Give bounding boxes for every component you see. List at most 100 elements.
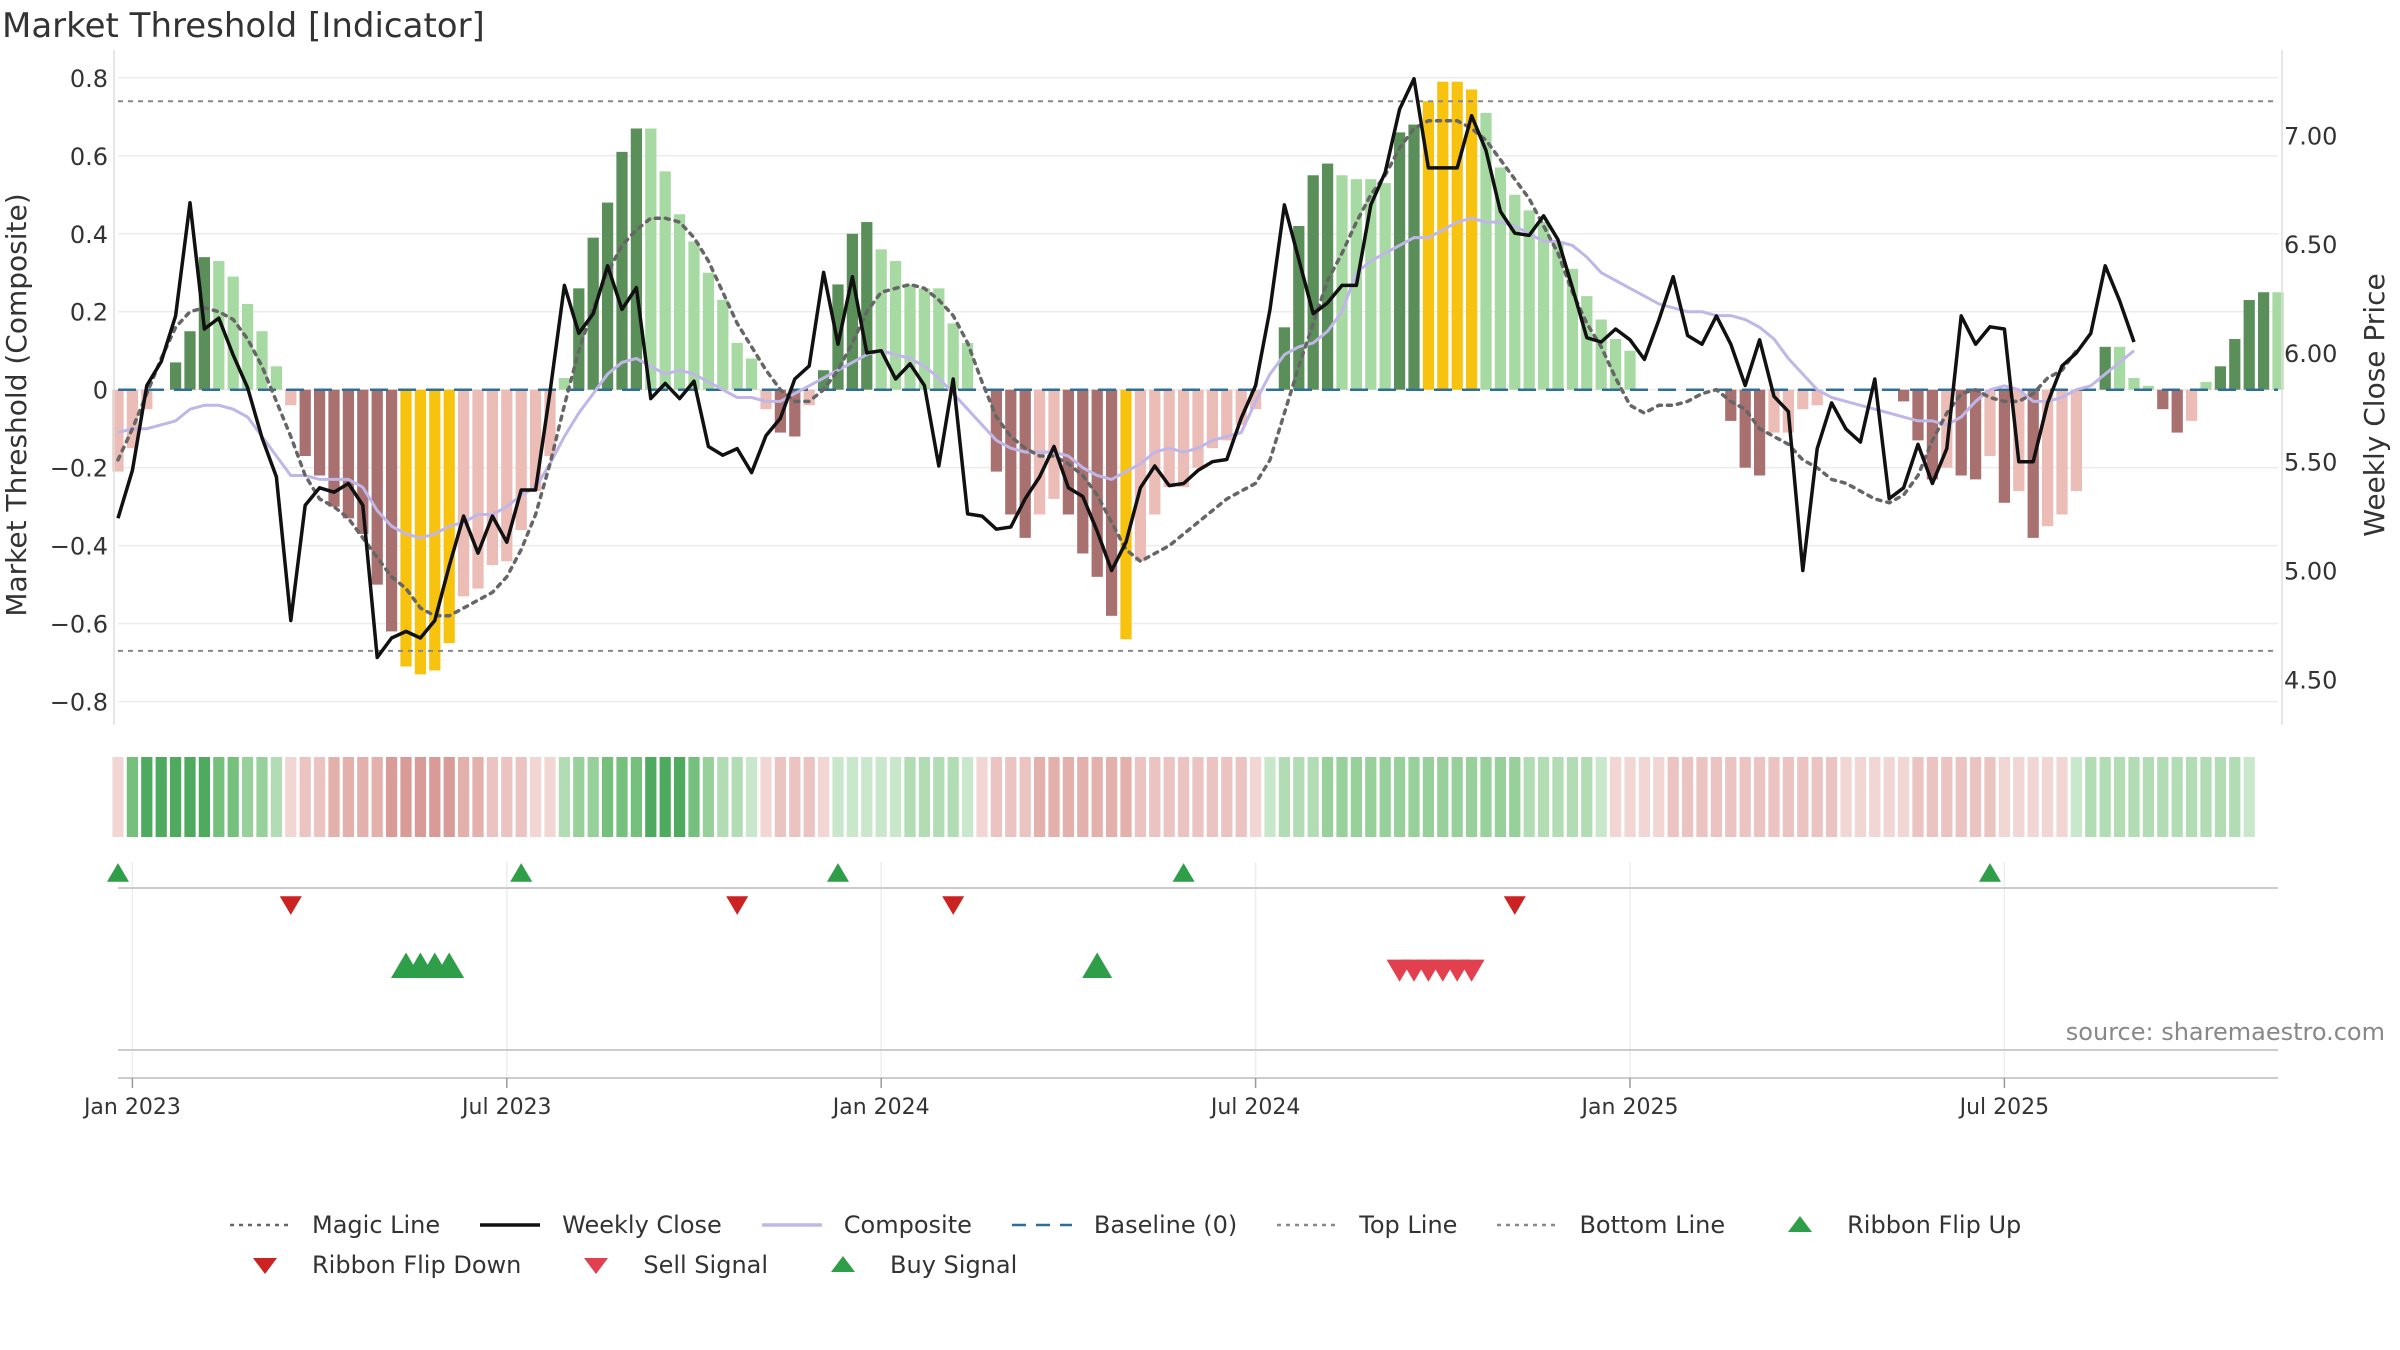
composite-bar [659,171,671,390]
ribbon-cell [1609,757,1622,837]
composite-bar [515,389,527,531]
composite-bar [990,389,1003,472]
ribbon-flip-up-marker [1172,863,1195,882]
legend-label: Weekly Close [562,1211,722,1239]
legend-swatch [230,1223,290,1227]
ribbon-cell [1321,757,1334,837]
ribbon-flip-up-marker [510,863,533,882]
ribbon-cell [1350,757,1363,837]
composite-bar [645,128,657,390]
legend-swatch [1011,1223,1072,1227]
composite-bar [169,362,182,390]
composite-bar [544,389,556,456]
ribbon-cell [961,757,974,837]
lines-layer [116,76,2278,660]
ribbon-cell [1581,757,1593,837]
ribbon-cell [616,757,628,837]
composite-bar [1451,81,1463,390]
composite-bar [630,128,643,390]
composite-bar [1537,222,1550,390]
ribbon-cell [745,757,758,837]
composite-bar [961,342,974,390]
legend-swatch-mark [253,1258,277,1274]
ribbon-cell [241,757,254,837]
composite-bar [717,300,729,390]
composite-bar [2200,381,2212,390]
ribbon-cell [774,757,787,837]
ribbon-cell [544,757,556,837]
legend-label: Top Line [1359,1211,1458,1239]
ribbon-cell [1869,757,1881,837]
ribbon-cell [1077,757,1089,837]
signal-markers [107,863,2001,982]
ribbon-cell [2041,757,2054,837]
composite-bar [1912,389,1924,441]
composite-bar [731,342,743,390]
ribbon-cell [1797,757,1809,837]
composite-bar [1019,389,1031,538]
composite-bar [486,389,499,566]
legend-label: Buy Signal [890,1251,1018,1279]
composite-bar [371,389,383,585]
ribbon-flip-up-marker [827,863,849,882]
legend-item: Baseline (0) [1011,1211,1237,1239]
composite-bar [342,389,355,519]
legend-item: Magic Line [230,1211,440,1239]
ribbon-cell [1192,757,1204,837]
composite-bar [2185,389,2198,421]
ribbon-cell [1537,757,1550,837]
ribbon-cell [2027,757,2039,837]
ribbon-cell [1105,757,1118,837]
ribbon-cell [1019,757,1031,837]
composite-bar [2027,389,2039,538]
composite-bar [2272,292,2284,390]
ribbon-cell [1998,757,2011,837]
composite-bar [1609,339,1622,390]
x-tick-label: Jul 2024 [1209,1095,1301,1120]
y-left-tick-label: 0.4 [70,221,108,249]
composite-bar [904,284,916,390]
ribbon-cell [443,757,455,837]
ribbon-cell [1969,757,1982,837]
composite-bar [1595,319,1607,390]
composite-bar [1566,268,1579,390]
ribbon-cell [2013,757,2025,837]
x-tick-label: Jan 2025 [1580,1095,1679,1120]
ribbon-flip-up-marker [107,863,129,882]
composite-bar [2041,389,2054,527]
ribbon-cell [558,757,571,837]
grid-layer [118,77,2278,1078]
ribbon-cell [1091,757,1103,837]
composite-bar [141,389,153,410]
composite-line [117,216,2135,540]
ribbon-cell [141,757,153,837]
ribbon-cell [1681,757,1694,837]
composite-bar [472,389,484,589]
ribbon-cell [1134,757,1147,837]
ribbon-cell [1221,757,1233,837]
composite-bars [112,81,2284,675]
ribbon-cell [198,757,211,837]
composite-bar [1005,389,1017,515]
ribbon-cell [2056,757,2068,837]
ribbon-strip [112,757,2255,837]
composite-bar [1494,167,1507,390]
composite-bar [2257,292,2270,390]
composite-bar [1307,175,1319,390]
composite-bar [227,276,239,390]
composite-bar [2214,366,2227,390]
ribbon-cell [213,757,225,837]
legend-label: Composite [843,1211,972,1239]
composite-bar [2099,346,2111,390]
legend-swatch [480,1223,541,1227]
ribbon-cell [1307,757,1319,837]
x-tick-label: Jan 2023 [82,1095,181,1120]
ribbon-cell [472,757,484,837]
ribbon-flip-down-marker [726,896,749,915]
ribbon-cell [1465,757,1478,837]
ribbon-cell [659,757,671,837]
composite-bar [2229,339,2241,390]
ribbon-cell [1897,757,1910,837]
ribbon-cell [1365,757,1377,837]
ribbon-cell [904,757,916,837]
